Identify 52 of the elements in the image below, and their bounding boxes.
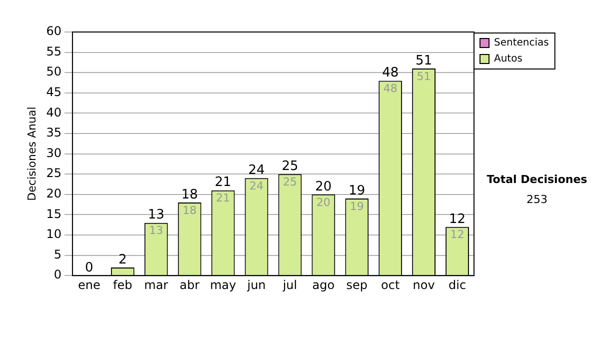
- total-label: 48: [382, 66, 399, 81]
- legend-label: Sentencias: [494, 38, 549, 49]
- x-tick-label: dic: [448, 278, 466, 292]
- x-tick-label: nov: [412, 278, 435, 292]
- y-axis-title: Decisiones Anual: [25, 106, 38, 201]
- total-label: 13: [148, 208, 164, 223]
- x-tick-label: jul: [282, 278, 298, 292]
- x-tick-label: oct: [381, 278, 400, 292]
- y-tick-label: 5: [54, 247, 62, 262]
- x-tick-label: sep: [346, 278, 368, 292]
- data-label: 18: [182, 204, 197, 217]
- x-tick-label: mar: [144, 278, 168, 292]
- total-label: 21: [214, 175, 232, 190]
- total-label: 18: [181, 187, 198, 202]
- data-label: 12: [450, 228, 464, 242]
- y-tick-label: 45: [46, 85, 62, 100]
- x-tick-label: jun: [246, 278, 266, 292]
- total-label: 25: [282, 158, 298, 174]
- text: 253: [526, 193, 548, 206]
- y-tick-label: 0: [54, 268, 62, 282]
- y-tick-label: 25: [46, 166, 62, 180]
- y-tick-label: 50: [46, 64, 62, 79]
- y-tick-label: 20: [46, 186, 62, 201]
- legend-label: Autos: [494, 54, 522, 65]
- total-label: 19: [348, 183, 366, 198]
- total-label: 24: [248, 163, 265, 178]
- data-label: 20: [316, 196, 330, 209]
- data-label: 21: [216, 192, 230, 205]
- y-tick-label: 55: [46, 44, 62, 58]
- data-label: 48: [383, 82, 398, 96]
- x-tick-label: feb: [113, 278, 132, 292]
- x-tick-label: ago: [312, 278, 335, 292]
- x-tick-label: abr: [180, 278, 200, 292]
- y-tick-label: 60: [46, 24, 62, 38]
- x-tick-label: may: [210, 278, 236, 292]
- x-tick-label: ene: [78, 278, 100, 292]
- total-label: 0: [85, 260, 94, 276]
- y-tick-label: 15: [46, 206, 62, 221]
- data-label: 13: [149, 224, 164, 238]
- total-label: 51: [416, 53, 432, 68]
- total-label: 12: [448, 212, 466, 227]
- total-label: 2: [118, 252, 127, 268]
- data-label: 19: [350, 200, 364, 213]
- y-tick-label: 35: [46, 126, 62, 140]
- y-tick-label: 30: [46, 146, 62, 160]
- total-label: 20: [315, 179, 332, 194]
- text: Total Decisiones: [486, 173, 588, 186]
- y-tick-label: 10: [46, 227, 62, 242]
- data-label: 51: [416, 70, 431, 83]
- data-label: 24: [250, 180, 264, 193]
- y-tick-label: 40: [46, 105, 62, 120]
- data-label: 25: [282, 175, 297, 188]
